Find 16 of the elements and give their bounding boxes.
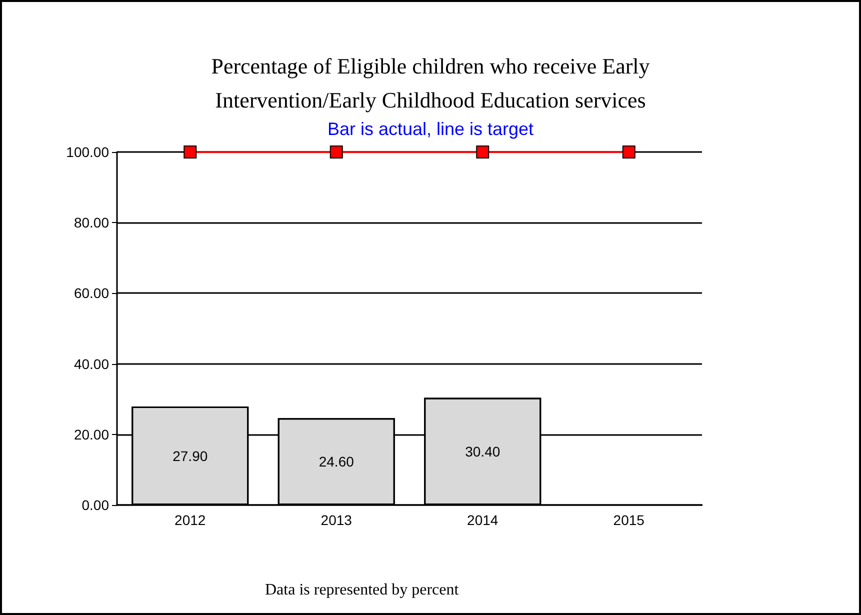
y-tick-label: 80.00	[74, 214, 110, 231]
x-tick-label: 2012	[174, 512, 206, 528]
chart-subtitle: Bar is actual, line is target	[327, 119, 534, 139]
text: Data is represented by percent	[265, 582, 460, 598]
y-tick-label: 40.00	[74, 356, 110, 372]
data-label: 30.40	[465, 443, 500, 460]
x-tick-label: 2014	[467, 512, 498, 528]
y-tick-label: 60.00	[74, 285, 110, 302]
x-tick-label: 2013	[320, 512, 352, 528]
y-tick-label: 0.00	[82, 497, 110, 513]
data-label: 27.90	[172, 448, 208, 464]
y-tick-label: 20.00	[74, 426, 110, 442]
chart-title: Percentage of Eligible children who receive Early Intervention/Early Childhood Education services	[211, 54, 650, 112]
x-tick-label: 2015	[613, 512, 645, 528]
y-tick-label: 100.00	[66, 144, 110, 160]
data-label: 24.60	[318, 454, 354, 470]
